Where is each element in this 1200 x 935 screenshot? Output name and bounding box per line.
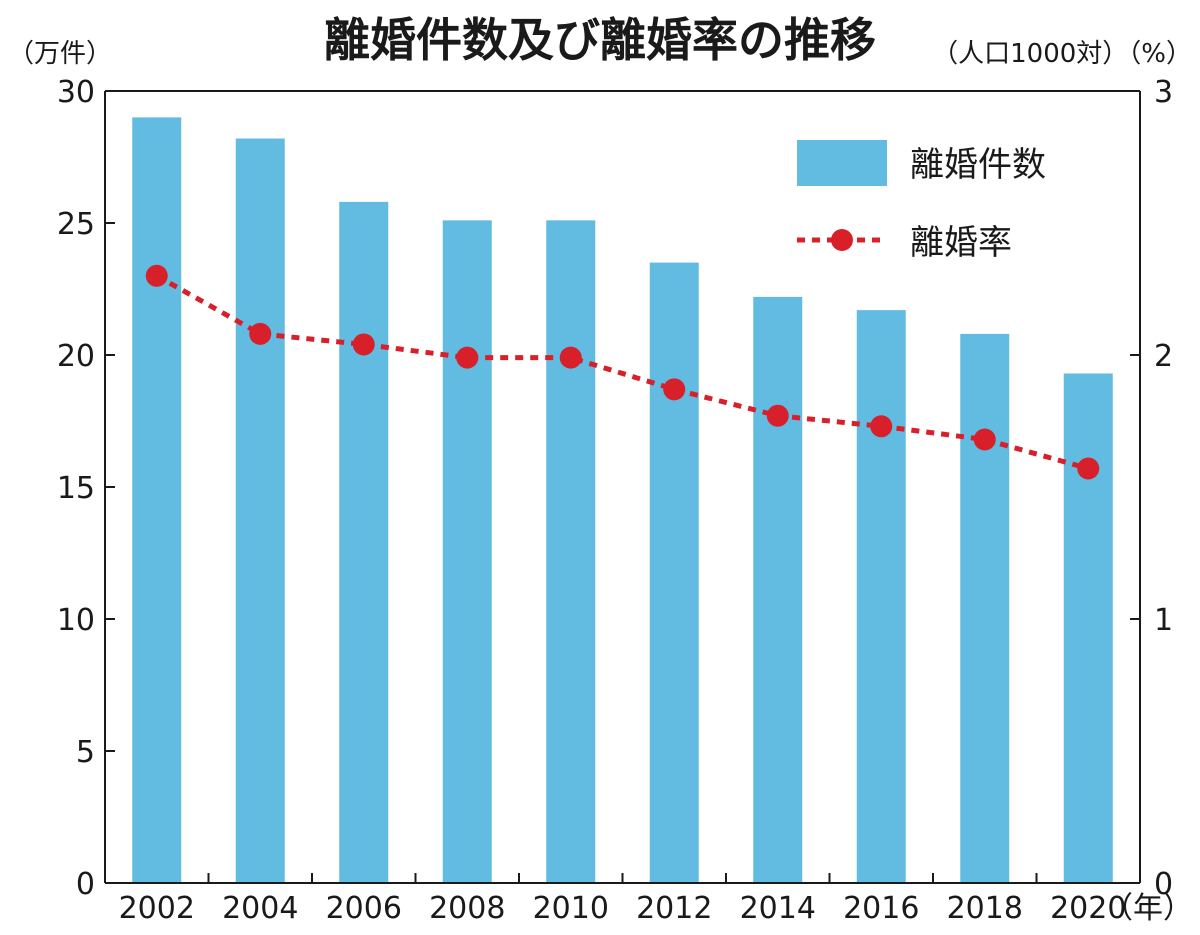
rate-point-2004: [249, 322, 272, 345]
bar-2016: [856, 310, 906, 883]
y-right-tick-label-2: 2: [1154, 339, 1173, 374]
legend: 離婚件数 離婚率: [797, 140, 1046, 263]
bar-2004: [235, 138, 285, 883]
x-tick-label-2006: 2006: [326, 891, 402, 926]
rate-point-2008: [456, 346, 479, 369]
y-left-unit: （万件）: [8, 39, 112, 69]
bar-2020: [1063, 373, 1113, 883]
y-right-unit: （人口1000対）（%）: [932, 39, 1192, 69]
legend-swatch-marker: [831, 229, 853, 251]
rate-point-2020: [1077, 457, 1100, 480]
x-tick-label-2010: 2010: [533, 891, 609, 926]
x-tick-label-2014: 2014: [740, 891, 816, 926]
rate-point-2010: [559, 346, 582, 369]
y-left-tick-label-20: 20: [57, 339, 95, 374]
bar-2012: [649, 262, 699, 884]
x-tick-label-2004: 2004: [222, 891, 298, 926]
y-left-tick-label-25: 25: [57, 207, 95, 242]
rate-point-2002: [145, 264, 168, 287]
y-left-tick-label-10: 10: [57, 603, 95, 638]
rate-point-2018: [973, 428, 996, 451]
rate-line: [155, 273, 1089, 471]
x-unit-label: （年）: [1103, 891, 1193, 926]
bar-2002: [132, 117, 182, 883]
legend-swatch-bar: [797, 140, 887, 186]
line-layer: [145, 264, 1100, 480]
ticks-layer: 0 5 10 15 20 25 30 0 1 2 3 2002 2004 2006 2008 2010 2012…: [57, 75, 1173, 926]
bar-2018: [960, 333, 1010, 883]
x-tick-label-2012: 2012: [636, 891, 712, 926]
x-tick-label-2008: 2008: [429, 891, 505, 926]
rate-point-2012: [663, 378, 686, 401]
rate-point-2014: [766, 404, 789, 427]
rate-point-2006: [352, 333, 375, 356]
y-left-tick-label-0: 0: [76, 867, 95, 902]
y-right-tick-label-0: 0: [1154, 867, 1173, 902]
rate-point-2016: [870, 415, 893, 438]
bar-2006: [339, 201, 389, 883]
bar-2010: [546, 220, 596, 884]
y-right-tick-label-3: 3: [1154, 75, 1173, 110]
x-tick-label-2020: 2020: [1050, 891, 1126, 926]
legend-label-line: 離婚率: [910, 223, 1012, 263]
y-left-tick-label-30: 30: [57, 75, 95, 110]
y-left-tick-label-15: 15: [57, 471, 95, 506]
y-right-tick-label-1: 1: [1154, 603, 1173, 638]
bar-2008: [442, 220, 492, 884]
x-tick-label-2002: 2002: [119, 891, 195, 926]
chart-title: 離婚件数及び離婚率の推移: [324, 13, 876, 67]
x-tick-label-2016: 2016: [843, 891, 919, 926]
legend-label-bar: 離婚件数: [910, 145, 1046, 185]
x-tick-label-2018: 2018: [947, 891, 1023, 926]
bars-layer: [132, 117, 1113, 884]
bar-2014: [753, 296, 803, 883]
y-left-tick-label-5: 5: [76, 735, 95, 770]
